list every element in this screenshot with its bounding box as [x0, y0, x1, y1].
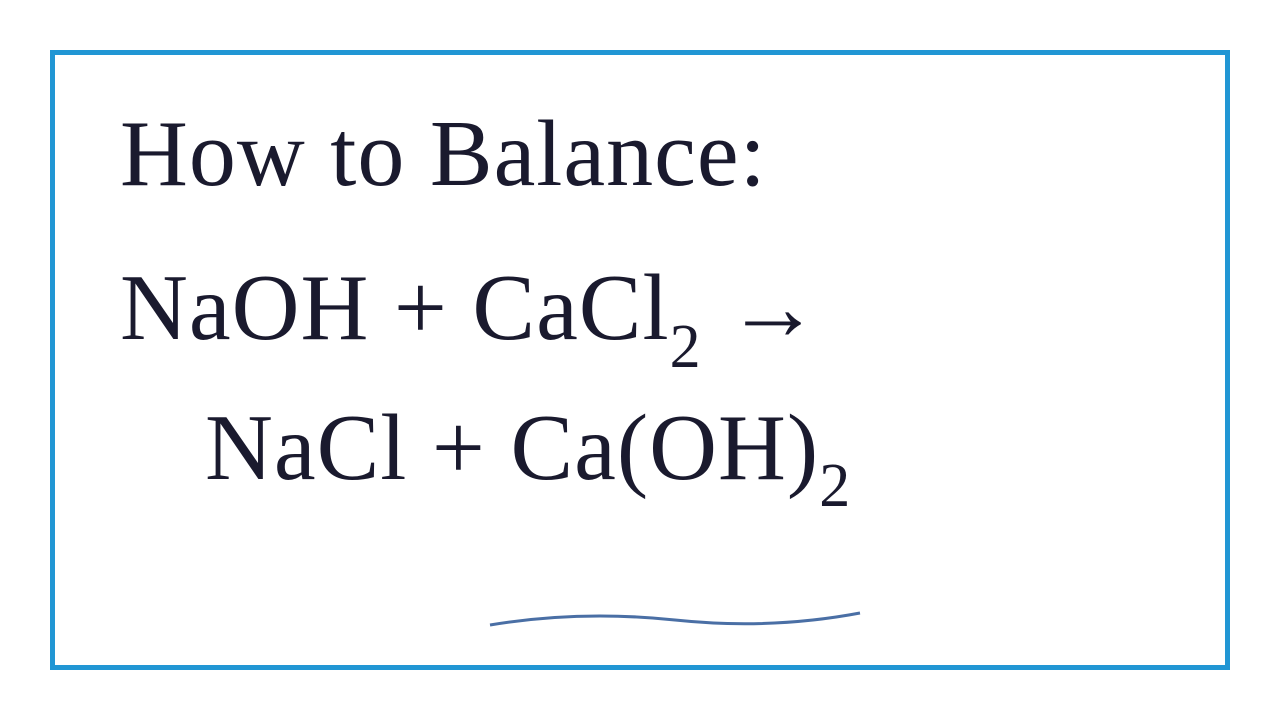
slide-frame: How to Balance: NaOH + CaCl2 → NaCl + Ca… — [50, 50, 1230, 670]
equation-line-1: NaOH + CaCl2 → — [120, 243, 1160, 383]
equation-line-2: NaCl + Ca(OH)2 — [120, 383, 1160, 523]
product-2-subscript: 2 — [819, 452, 851, 520]
product-1: NaCl — [205, 396, 407, 500]
plus-2: + — [407, 396, 510, 500]
product-2: Ca(OH) — [510, 396, 819, 500]
reactant-2-subscript: 2 — [670, 313, 702, 381]
reactant-2: CaCl — [472, 256, 669, 360]
plus-1: + — [369, 256, 472, 360]
slide-title: How to Balance: — [120, 100, 1160, 208]
reactant-1: NaOH — [120, 256, 369, 360]
wave-icon — [485, 605, 865, 635]
underline-decoration — [485, 605, 865, 635]
reaction-arrow: → — [702, 256, 822, 360]
